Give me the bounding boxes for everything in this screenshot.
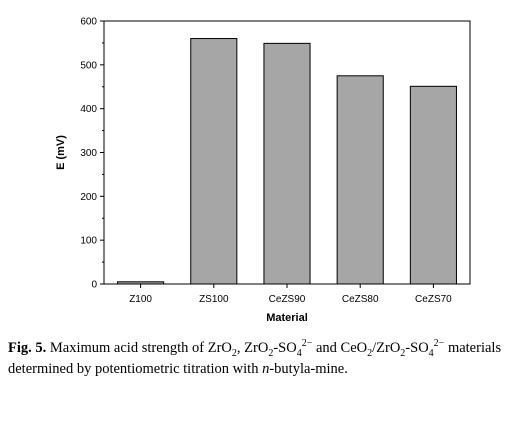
caption-text: -butyla-mine. <box>269 361 348 377</box>
y-tick-label: 600 <box>80 17 97 28</box>
y-tick-label: 200 <box>80 192 97 203</box>
caption-subscript: 4 <box>428 347 434 359</box>
caption-italic: n <box>262 361 270 377</box>
caption-text: Maximum acid strength of ZrO <box>46 340 232 356</box>
y-axis-title: E (mV) <box>55 135 67 170</box>
x-tick-label: CeZS90 <box>269 294 306 305</box>
caption-text: materials determined by potentiometric t… <box>8 340 502 377</box>
bar <box>190 38 238 285</box>
caption-subscript: 2 <box>367 347 373 359</box>
x-tick-label: Z100 <box>129 294 152 305</box>
y-axis: 0 100 200 300 400 500 600 <box>80 17 104 291</box>
y-tick-label: 100 <box>80 236 97 247</box>
caption-superscript: 2− <box>433 338 445 350</box>
bar <box>409 85 457 285</box>
bar <box>336 75 384 285</box>
figure-caption: Fig. 5. Maximum acid strength of ZrO2, Z… <box>8 338 513 380</box>
x-tick-label: ZS100 <box>199 294 229 305</box>
caption-text: , ZrO <box>236 340 269 356</box>
caption-subscript: 4 <box>296 347 302 359</box>
caption-text: /ZrO <box>372 340 401 356</box>
bar <box>117 281 165 285</box>
y-tick-label: 400 <box>80 104 97 115</box>
x-tick-label: CeZS70 <box>415 294 452 305</box>
x-axis: Z100 ZS100 CeZS90 CeZS80 CeZS70 <box>129 284 452 305</box>
x-tick-label: CeZS80 <box>342 294 379 305</box>
bar <box>263 42 311 285</box>
bars-group <box>117 38 457 285</box>
caption-label: Fig. 5. <box>8 340 47 356</box>
x-axis-title: Material <box>266 312 308 324</box>
caption-subscript: 2 <box>400 347 406 359</box>
bar-chart: 0 100 200 300 400 500 600 Z100 ZS100 CeZS90 CeZS8… <box>55 17 471 324</box>
y-tick-label: 500 <box>80 60 97 71</box>
caption-superscript: 2− <box>301 338 313 350</box>
caption-subscript: 2 <box>268 347 274 359</box>
caption-text: -SO <box>273 340 297 356</box>
y-tick-label: 300 <box>80 148 97 159</box>
caption-subscript: 2 <box>231 347 237 359</box>
y-tick-label: 0 <box>91 280 97 291</box>
caption-text: and CeO <box>312 340 368 356</box>
caption-text: -SO <box>405 340 429 356</box>
